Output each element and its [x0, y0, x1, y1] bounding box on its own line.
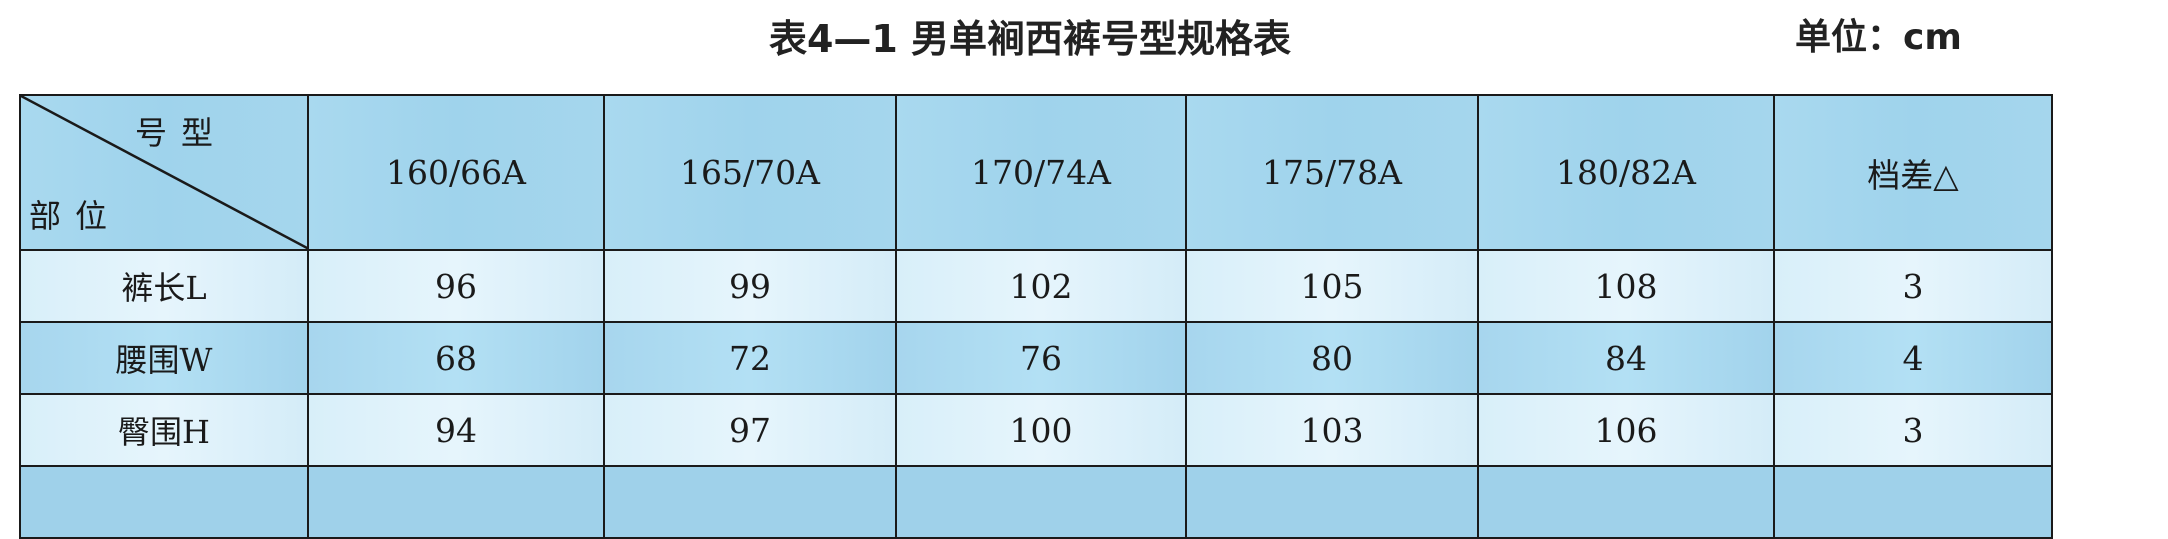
table-cell: 103	[1185, 393, 1479, 467]
unit-label: 单位：cm	[1795, 17, 1962, 58]
table-cell	[895, 465, 1187, 539]
corner-bottom-label: 部位	[29, 197, 122, 235]
table-cell	[603, 465, 897, 539]
table-cell: 102	[895, 249, 1187, 323]
table-cell: 4	[1773, 321, 2053, 395]
size-spec-table: 号型 部位 160/66A 165/70A 170/74A 175/78A 18…	[19, 94, 2053, 539]
row-label: 裤长L	[19, 249, 309, 323]
table-cell: 99	[603, 249, 897, 323]
row-label: 臀围H	[19, 393, 309, 467]
corner-top-label: 号型	[134, 114, 227, 152]
table-cell	[19, 465, 309, 539]
table-cell: 84	[1477, 321, 1775, 395]
table-cell: 80	[1185, 321, 1479, 395]
table-row: 腰围W 68 72 76 80 84 4	[19, 321, 2053, 395]
table-cell: 68	[307, 321, 605, 395]
column-header: 档差△	[1773, 94, 2053, 251]
table-cell: 76	[895, 321, 1187, 395]
table-cell: 72	[603, 321, 897, 395]
table-title: 表4—1 男单裥西裤号型规格表	[768, 17, 1292, 61]
table-cell: 94	[307, 393, 605, 467]
table-cell	[307, 465, 605, 539]
row-label: 腰围W	[19, 321, 309, 395]
table-cell: 100	[895, 393, 1187, 467]
table-cell: 3	[1773, 393, 2053, 467]
table-row: 裤长L 96 99 102 105 108 3	[19, 249, 2053, 323]
corner-header-cell: 号型 部位	[19, 94, 309, 251]
table-cell	[1477, 465, 1775, 539]
header-row: 号型 部位 160/66A 165/70A 170/74A 175/78A 18…	[19, 94, 2053, 251]
column-header: 180/82A	[1477, 94, 1775, 251]
table-cell: 105	[1185, 249, 1479, 323]
table-cell	[1185, 465, 1479, 539]
diagonal-divider	[21, 96, 309, 249]
table-cell: 96	[307, 249, 605, 323]
table-cell: 97	[603, 393, 897, 467]
table-cell: 108	[1477, 249, 1775, 323]
column-header: 175/78A	[1185, 94, 1479, 251]
column-header: 170/74A	[895, 94, 1187, 251]
table-cell	[1773, 465, 2053, 539]
table-cell: 106	[1477, 393, 1775, 467]
table-row-cut-off	[19, 465, 2053, 539]
column-header: 165/70A	[603, 94, 897, 251]
table-row: 臀围H 94 97 100 103 106 3	[19, 393, 2053, 467]
table-cell: 3	[1773, 249, 2053, 323]
column-header: 160/66A	[307, 94, 605, 251]
